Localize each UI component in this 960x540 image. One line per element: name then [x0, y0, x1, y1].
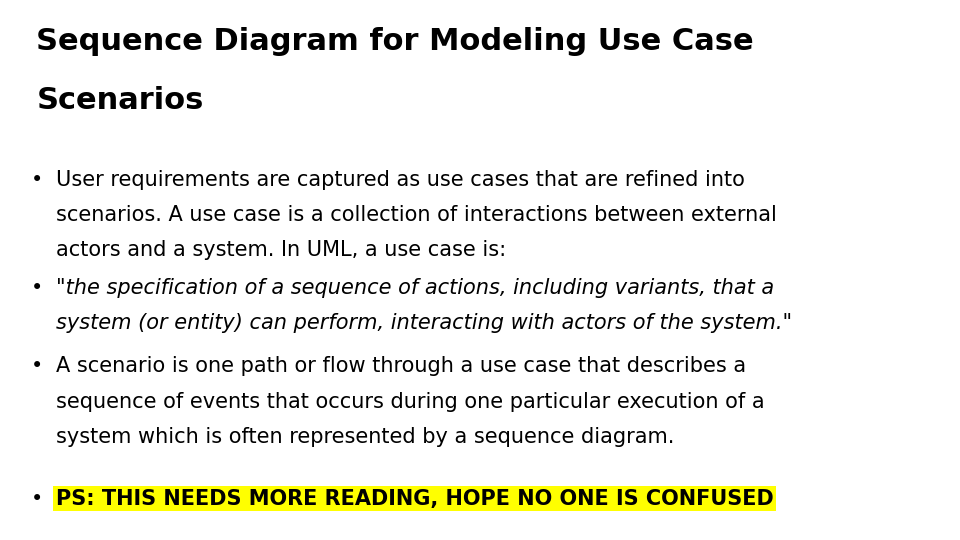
Text: •: • — [31, 356, 43, 376]
Text: system (or entity) can perform, interacting with actors of the system.": system (or entity) can perform, interact… — [56, 313, 792, 333]
Text: •: • — [31, 170, 43, 190]
Text: Sequence Diagram for Modeling Use Case: Sequence Diagram for Modeling Use Case — [36, 27, 755, 56]
Text: •: • — [31, 278, 43, 298]
Text: User requirements are captured as use cases that are refined into: User requirements are captured as use ca… — [56, 170, 745, 190]
Text: system which is often represented by a sequence diagram.: system which is often represented by a s… — [56, 427, 674, 447]
Text: A scenario is one path or flow through a use case that describes a: A scenario is one path or flow through a… — [56, 356, 746, 376]
Text: sequence of events that occurs during one particular execution of a: sequence of events that occurs during on… — [56, 392, 764, 411]
Text: scenarios. A use case is a collection of interactions between external: scenarios. A use case is a collection of… — [56, 205, 777, 225]
Text: Scenarios: Scenarios — [36, 86, 204, 116]
Text: •: • — [31, 489, 43, 509]
Text: "the specification of a sequence of actions, including variants, that a: "the specification of a sequence of acti… — [56, 278, 774, 298]
Text: actors and a system. In UML, a use case is:: actors and a system. In UML, a use case … — [56, 240, 506, 260]
Text: PS: THIS NEEDS MORE READING, HOPE NO ONE IS CONFUSED: PS: THIS NEEDS MORE READING, HOPE NO ONE… — [56, 489, 774, 509]
